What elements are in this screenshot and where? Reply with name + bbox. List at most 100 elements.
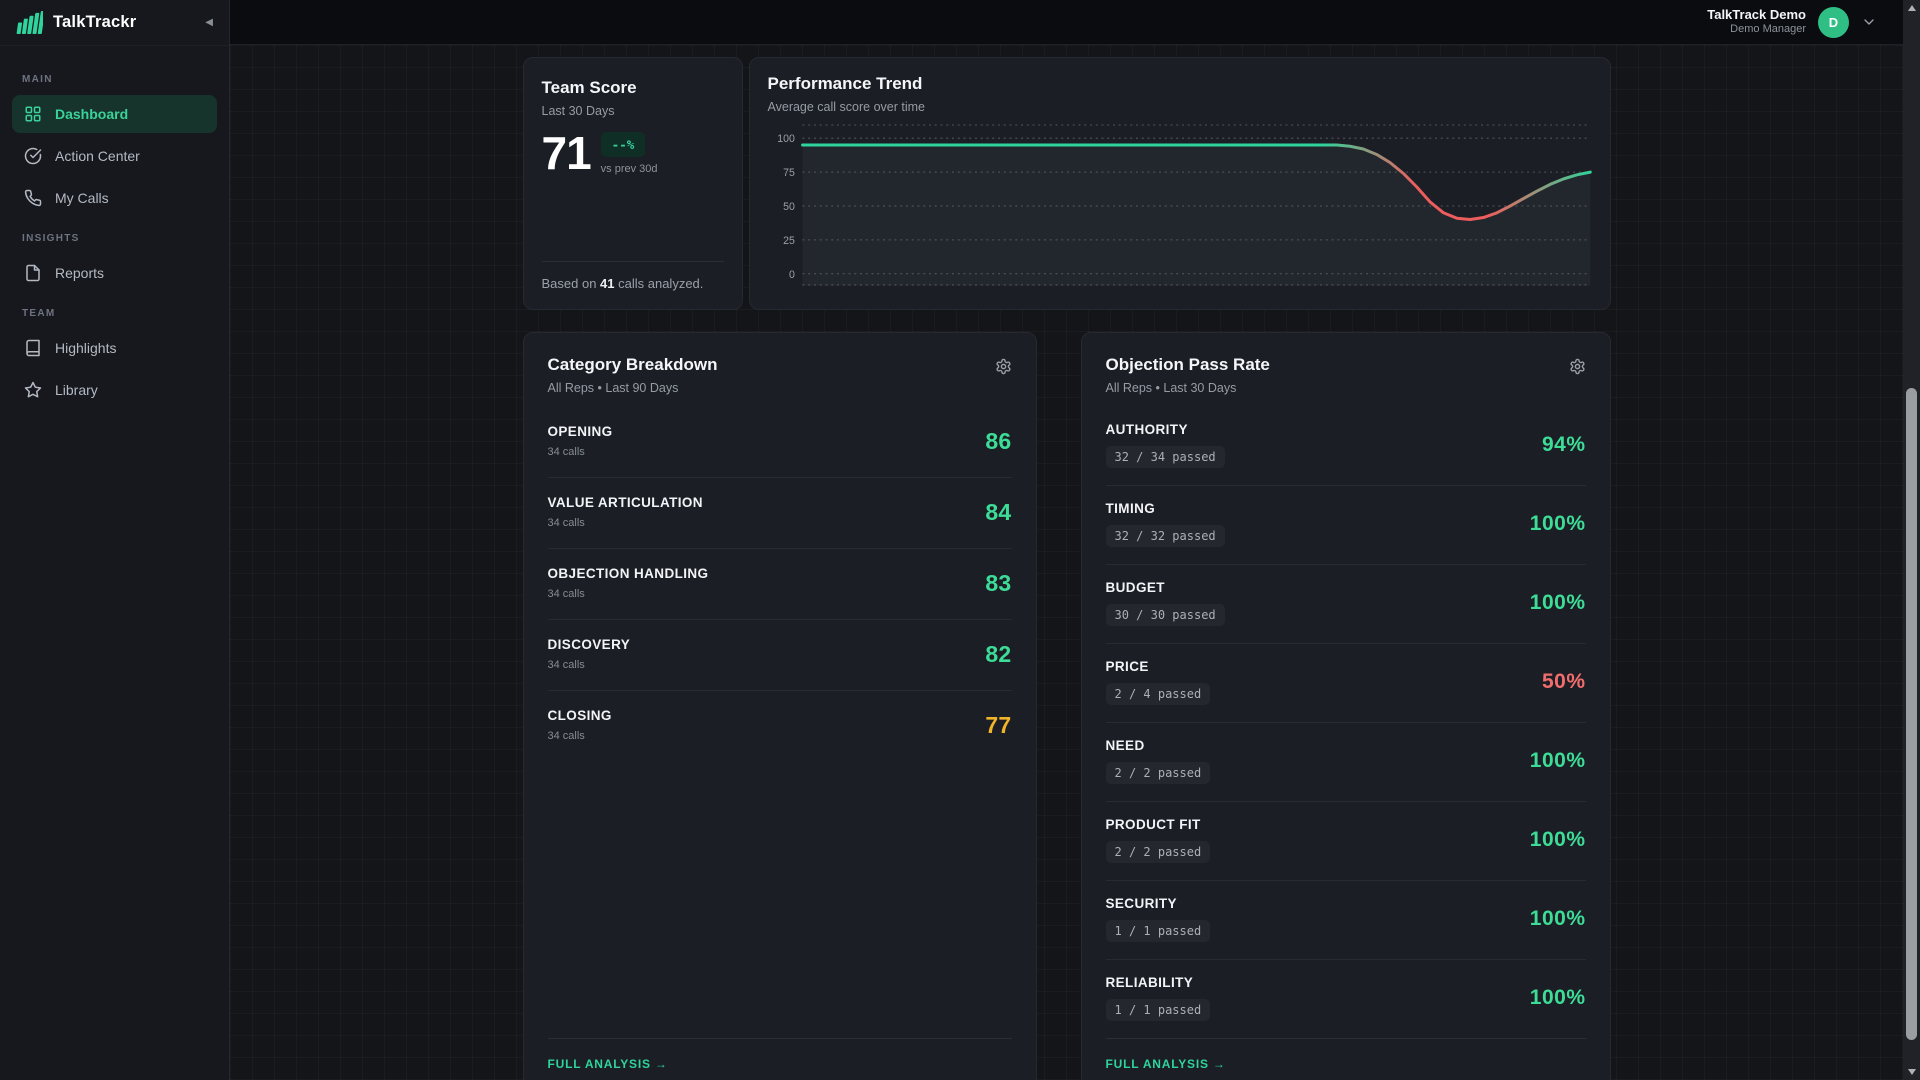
category-breakdown-subtitle: All Reps • Last 90 Days bbox=[548, 381, 718, 395]
performance-trend-title: Performance Trend bbox=[768, 74, 1598, 94]
objection-rate: 50% bbox=[1542, 670, 1586, 694]
file-icon bbox=[24, 264, 42, 282]
user-role: Demo Manager bbox=[1707, 23, 1806, 37]
sidebar-item-label: Highlights bbox=[55, 340, 116, 356]
delta-caption: vs prev 30d bbox=[601, 163, 658, 175]
team-score-title: Team Score bbox=[542, 78, 724, 98]
category-row: CLOSING 34 calls 77 bbox=[548, 690, 1012, 761]
objection-rate: 94% bbox=[1542, 433, 1586, 457]
objection-row: PRICE 2 / 4 passed 50% bbox=[1106, 643, 1586, 722]
category-calls: 34 calls bbox=[548, 446, 613, 458]
performance-trend-card: Performance Trend Average call score ove… bbox=[749, 57, 1611, 310]
objection-row: RELIABILITY 1 / 1 passed 100% bbox=[1106, 959, 1586, 1038]
category-label: CLOSING bbox=[548, 708, 612, 723]
sidebar-item-label: Action Center bbox=[55, 148, 140, 164]
svg-text:100: 100 bbox=[777, 133, 795, 145]
team-score-period: Last 30 Days bbox=[542, 104, 724, 118]
dashboard-content: Team Score Last 30 Days 71 --% vs prev 3… bbox=[230, 45, 1903, 1080]
sidebar-item-label: My Calls bbox=[55, 190, 109, 206]
phone-icon bbox=[24, 189, 42, 207]
sidebar-item[interactable]: Dashboard bbox=[12, 95, 217, 133]
scrollbar-thumb[interactable] bbox=[1906, 388, 1917, 1040]
objection-footer: FULL ANALYSIS → bbox=[1106, 1038, 1586, 1073]
objection-pass-rate-title: Objection Pass Rate bbox=[1106, 355, 1270, 375]
team-score-footnote: Based on 41 calls analyzed. bbox=[542, 276, 724, 291]
category-breakdown-card: Category Breakdown All Reps • Last 90 Da… bbox=[523, 332, 1037, 1080]
app-title: TalkTrackr bbox=[53, 13, 136, 32]
sidebar-item[interactable]: Reports bbox=[12, 254, 217, 292]
sidebar-item-label: Reports bbox=[55, 265, 104, 281]
category-row: DISCOVERY 34 calls 82 bbox=[548, 619, 1012, 690]
objection-passed-badge: 2 / 2 passed bbox=[1106, 762, 1211, 784]
objection-passed-badge: 32 / 32 passed bbox=[1106, 525, 1225, 547]
dashboard-grid-icon bbox=[24, 105, 42, 123]
category-score: 82 bbox=[985, 641, 1011, 668]
team-score-card: Team Score Last 30 Days 71 --% vs prev 3… bbox=[523, 57, 743, 310]
objection-rate: 100% bbox=[1530, 828, 1586, 852]
topbar: TalkTrack Demo Demo Manager D bbox=[230, 0, 1903, 45]
objection-passed-badge: 30 / 30 passed bbox=[1106, 604, 1225, 626]
objection-rate: 100% bbox=[1530, 591, 1586, 615]
chevron-down-icon[interactable] bbox=[1861, 14, 1877, 30]
star-icon bbox=[24, 381, 42, 399]
sidebar-item[interactable]: Highlights bbox=[12, 329, 217, 367]
sidebar-collapse-button[interactable]: ◀ bbox=[205, 17, 213, 28]
logo-row: TalkTrackr ◀ bbox=[0, 0, 229, 46]
nav-group-team: Highlights Library bbox=[12, 329, 217, 409]
category-score: 86 bbox=[985, 428, 1011, 455]
category-score: 77 bbox=[985, 712, 1011, 739]
book-icon bbox=[24, 339, 42, 357]
sidebar-item[interactable]: My Calls bbox=[12, 179, 217, 217]
nav-section-label-team: TEAM bbox=[22, 308, 207, 319]
scrollbar-down-icon[interactable] bbox=[1903, 1064, 1920, 1080]
objection-label: TIMING bbox=[1106, 501, 1225, 516]
nav-group-insights: Reports bbox=[12, 254, 217, 292]
sidebar-item-label: Library bbox=[55, 382, 98, 398]
objection-label: AUTHORITY bbox=[1106, 422, 1225, 437]
objection-pass-rate-subtitle: All Reps • Last 30 Days bbox=[1106, 381, 1270, 395]
gear-icon[interactable] bbox=[995, 358, 1012, 375]
objection-row: PRODUCT FIT 2 / 2 passed 100% bbox=[1106, 801, 1586, 880]
objection-row: NEED 2 / 2 passed 100% bbox=[1106, 722, 1586, 801]
objection-label: RELIABILITY bbox=[1106, 975, 1211, 990]
objection-label: PRICE bbox=[1106, 659, 1211, 674]
objection-passed-badge: 2 / 4 passed bbox=[1106, 683, 1211, 705]
objection-rate: 100% bbox=[1530, 512, 1586, 536]
objection-row: SECURITY 1 / 1 passed 100% bbox=[1106, 880, 1586, 959]
svg-text:50: 50 bbox=[783, 201, 795, 213]
team-card-divider bbox=[542, 261, 724, 262]
objection-row: TIMING 32 / 32 passed 100% bbox=[1106, 485, 1586, 564]
category-full-analysis-link[interactable]: FULL ANALYSIS → bbox=[548, 1057, 668, 1071]
svg-text:75: 75 bbox=[783, 167, 795, 179]
avatar[interactable]: D bbox=[1818, 7, 1849, 38]
objection-rate: 100% bbox=[1530, 907, 1586, 931]
page-scrollbar[interactable] bbox=[1903, 0, 1920, 1080]
category-label: VALUE ARTICULATION bbox=[548, 495, 703, 510]
category-calls: 34 calls bbox=[548, 730, 612, 742]
objection-label: PRODUCT FIT bbox=[1106, 817, 1211, 832]
sidebar-item[interactable]: Library bbox=[12, 371, 217, 409]
objection-passed-badge: 2 / 2 passed bbox=[1106, 841, 1211, 863]
category-row: OPENING 34 calls 86 bbox=[548, 407, 1012, 477]
team-score-value: 71 bbox=[542, 132, 591, 176]
objection-row: BUDGET 30 / 30 passed 100% bbox=[1106, 564, 1586, 643]
objection-label: BUDGET bbox=[1106, 580, 1225, 595]
objection-full-analysis-link[interactable]: FULL ANALYSIS → bbox=[1106, 1057, 1226, 1071]
sidebar-item[interactable]: Action Center bbox=[12, 137, 217, 175]
gear-icon[interactable] bbox=[1569, 358, 1586, 375]
objection-label: SECURITY bbox=[1106, 896, 1211, 911]
objection-passed-badge: 1 / 1 passed bbox=[1106, 999, 1211, 1021]
category-calls: 34 calls bbox=[548, 659, 631, 671]
category-label: DISCOVERY bbox=[548, 637, 631, 652]
objection-row: AUTHORITY 32 / 34 passed 94% bbox=[1106, 407, 1586, 485]
category-calls: 34 calls bbox=[548, 588, 709, 600]
delta-badge: --% bbox=[601, 132, 646, 157]
scrollbar-up-icon[interactable] bbox=[1903, 0, 1920, 16]
objection-label: NEED bbox=[1106, 738, 1211, 753]
scrollbar-track[interactable] bbox=[1903, 16, 1920, 1064]
category-breakdown-title: Category Breakdown bbox=[548, 355, 718, 375]
objection-passed-badge: 1 / 1 passed bbox=[1106, 920, 1211, 942]
performance-trend-chart: 0255075100 bbox=[768, 122, 1598, 294]
category-score: 84 bbox=[985, 499, 1011, 526]
category-row: OBJECTION HANDLING 34 calls 83 bbox=[548, 548, 1012, 619]
